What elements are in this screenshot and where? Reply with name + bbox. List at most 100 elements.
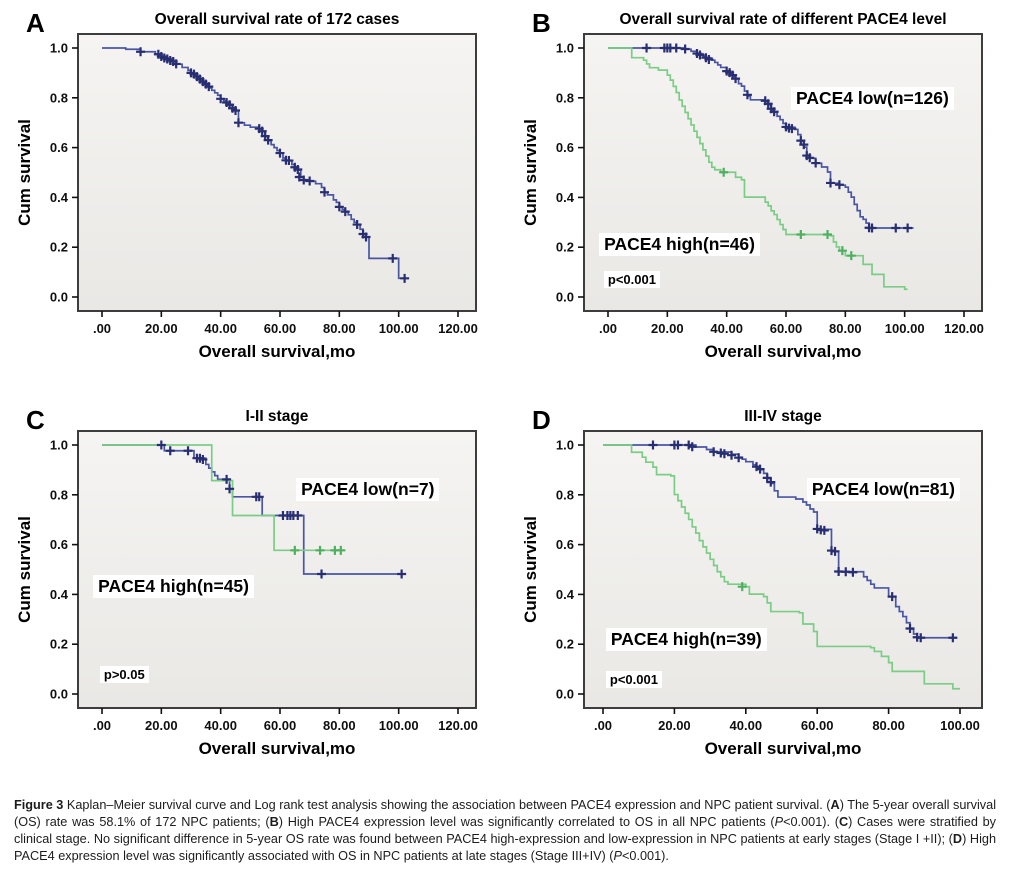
panel-letter-d: D (532, 405, 551, 435)
km-plot-a: 0.0 0.2 0.4 0.6 0.8 1.0 .00 20.00 40.00 60.00 80.0… (15, 33, 478, 361)
censor-mark (183, 446, 193, 456)
chart-title-d: III-IV stage (744, 408, 822, 425)
censor-mark (719, 449, 729, 459)
censor-mark (293, 165, 303, 175)
x-axis-label: Overall survival,mo (705, 342, 862, 361)
series-label: PACE4 low(n=81) (806, 478, 960, 502)
y-tick-label: 0.0 (50, 687, 68, 702)
x-axis-label: Overall survival,mo (199, 342, 356, 361)
censor-mark (727, 450, 737, 460)
censor-mark (198, 454, 208, 464)
panel-letter-c: C (26, 405, 45, 435)
y-axis-label: Cum survival (15, 516, 34, 623)
x-tick-label: 120.00 (944, 321, 984, 336)
caption-segment: <0.001). ( (783, 815, 839, 829)
x-tick-label: 60.00 (770, 321, 803, 336)
censor-mark (673, 440, 683, 450)
censor-mark (731, 74, 741, 84)
km-panel-a: A Overall survival rate of 172 cases 0.0… (0, 0, 506, 390)
censor-mark (826, 178, 835, 188)
y-tick-label: 0.8 (556, 90, 574, 105)
km-curve-high (603, 444, 960, 690)
censor-mark (284, 156, 294, 166)
censor-mark (948, 633, 958, 643)
censor-mark (171, 59, 181, 69)
km-plot-c: 0.0 0.2 0.4 0.6 0.8 1.0 .00 20.00 40.00 60.00 80.0… (15, 430, 478, 758)
km-plot-d: 0.0 0.2 0.4 0.6 0.8 1.0 .00 20.00 40.00 60.00 80.0… (521, 430, 983, 758)
censor-mark (361, 232, 371, 242)
x-tick-label: .00 (599, 321, 617, 336)
plot-area (77, 33, 477, 312)
censor-mark (787, 124, 797, 134)
censor-mark (305, 176, 315, 186)
censor-mark (742, 90, 752, 100)
p-value-label: p<0.001 (603, 270, 660, 288)
y-tick-label: 1.0 (50, 41, 68, 56)
x-tick-label: 100.00 (379, 321, 419, 336)
censor-mark (846, 251, 856, 261)
y-tick-label: 0.4 (50, 190, 69, 205)
censor-mark (830, 546, 840, 556)
censor-mark (755, 464, 765, 474)
y-tick-label: 0.8 (50, 487, 68, 502)
y-tick-label: 1.0 (556, 41, 574, 56)
x-axis-label: Overall survival,mo (705, 739, 862, 758)
censor-mark (891, 223, 901, 233)
y-axis-label: Cum survival (15, 119, 34, 226)
y-tick-label: 0.6 (50, 537, 68, 552)
censor-mark (216, 94, 226, 104)
censor-mark (834, 180, 844, 190)
x-tick-label: 120.00 (438, 321, 478, 336)
x-tick-label: 100.00 (940, 718, 980, 733)
censor-mark (805, 153, 815, 163)
x-tick-label: 60.00 (264, 321, 297, 336)
censor-mark (204, 82, 214, 92)
censor-mark (916, 633, 926, 643)
censor-mark (799, 140, 809, 150)
km-curve-low (608, 47, 914, 229)
caption-segment: ) High PACE4 expression level was signif… (278, 815, 775, 829)
x-axis-label: Overall survival,mo (199, 739, 356, 758)
censor-mark (263, 135, 273, 145)
censor-mark (397, 569, 407, 579)
censor-mark (848, 567, 858, 577)
caption-segment: A (830, 798, 840, 812)
km-panel-d: D III-IV stage 0.0 0.2 0.4 0.6 0.8 1.0 .00 20.0… (506, 397, 1012, 787)
censor-mark (905, 624, 915, 634)
figure-panels: A Overall survival rate of 172 cases 0.0… (0, 0, 1012, 787)
censor-mark (136, 47, 146, 57)
censor-mark (222, 474, 232, 484)
panel-letter-a: A (26, 8, 45, 38)
caption-segment: <0.001). (622, 849, 669, 863)
censor-mark (704, 54, 714, 64)
km-curve-high (608, 47, 908, 291)
censor-mark (156, 440, 166, 450)
censor-mark (352, 220, 362, 230)
censor-mark (769, 107, 779, 117)
panel-letter-b: B (532, 8, 551, 38)
censor-mark (275, 148, 285, 158)
chart-title-c: I-II stage (245, 408, 309, 425)
censor-mark (819, 525, 829, 535)
series-label: PACE4 high(n=39) (605, 627, 767, 651)
caption-segment: B (269, 815, 279, 829)
series-label: PACE4 high(n=45) (93, 575, 254, 599)
caption-segment: ) High PACE4 expression level was signif… (14, 832, 997, 863)
x-tick-label: 40.00 (204, 321, 237, 336)
y-tick-label: 0.4 (556, 190, 575, 205)
x-tick-label: 40.00 (730, 718, 763, 733)
censor-mark (233, 118, 243, 128)
km-curve-high (102, 444, 346, 552)
caption-segment: ) Cases were stratified by clinical stag… (14, 815, 996, 846)
censor-mark (763, 99, 773, 109)
x-tick-label: 100.00 (379, 718, 419, 733)
x-tick-label: 20.00 (658, 718, 691, 733)
x-tick-label: 80.00 (872, 718, 905, 733)
x-tick-label: 20.00 (145, 718, 178, 733)
km-panel-b: B Overall survival rate of different PAC… (506, 0, 1012, 390)
x-tick-label: 80.00 (323, 321, 356, 336)
y-tick-label: 0.2 (50, 240, 68, 255)
plot-area (77, 430, 477, 709)
censor-mark (695, 50, 705, 60)
censor-mark (687, 442, 697, 452)
